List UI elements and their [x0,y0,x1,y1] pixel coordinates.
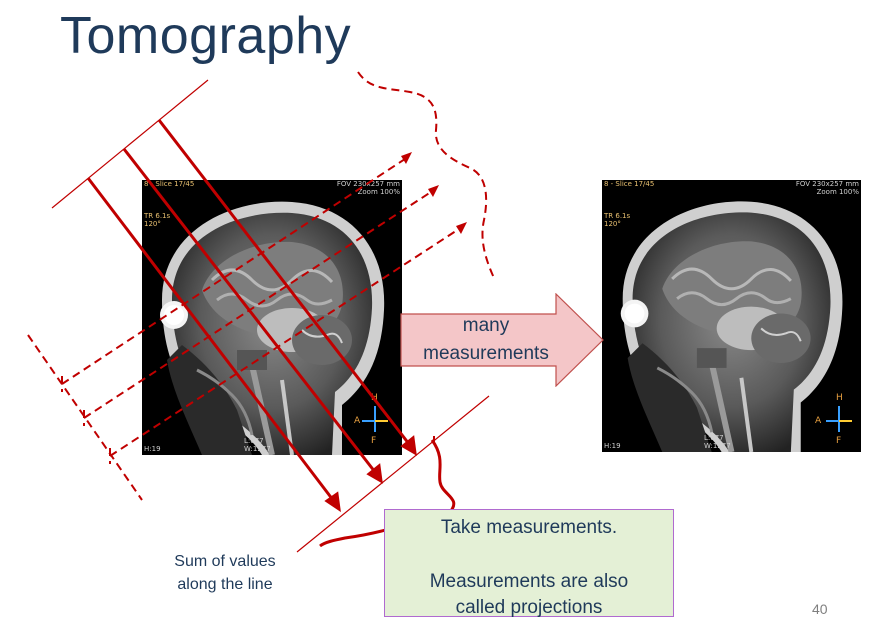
mri-fov-label: FOV 230x257 mm [336,180,400,188]
mri-h-label: H:19 [144,445,161,453]
note-line1: Take measurements. [440,517,618,538]
mri-orient-a: A [815,416,822,426]
mri-window-label: W:1277 [704,442,731,450]
mri-tr-label: TR 6.1s [144,212,171,220]
mri-angle-label: 120° [144,220,161,228]
arrow-label-line2: measurements [423,343,549,364]
dashed-arrowhead [401,152,412,164]
ray-arrowhead [324,491,341,513]
mri-angle-label: 120° [604,220,621,228]
note-box: Take measurements. Measurements are also… [384,509,674,618]
note-line3: called projections [455,597,603,618]
mri-level-label: L:677 [244,437,264,445]
dashed-arrowhead [428,185,439,197]
mri-window-label: W:1277 [244,445,271,453]
mri-tr-label: TR 6.1s [604,212,631,220]
note-body: Measurements are also called projections [385,569,673,621]
dashed-detector-line [27,334,143,501]
orientation-cross-icon [362,406,388,432]
mri-fov-label: FOV 230x257 mm [795,180,859,188]
orientation-cross-icon [826,406,852,432]
caption: Sum of values along the line [150,550,300,596]
mri-zoom-label: Zoom 100% [816,188,859,196]
slide-title: Tomography [60,7,352,65]
caption-line2: along the line [177,576,273,593]
caption-line1: Sum of values [174,553,276,570]
ray-arrowhead [400,435,417,456]
mri-image-left: 8 - Slice 17/45 TR 6.1s 120° FOV 230x257… [142,180,402,455]
mri-zoom-label: Zoom 100% [357,188,400,196]
arrow-label: many measurements [400,312,572,368]
mri-scan-right [620,201,843,452]
ray-arrowhead [366,463,383,484]
page-number: 40 [812,601,828,617]
mri-orient-h: H [371,393,378,403]
mri-level-label: L:677 [704,434,724,442]
dashed-arrowhead [456,222,467,234]
dashed-arrowheads [401,152,467,234]
mri-orient-h: H [836,393,843,403]
mri-image-right: 8 - Slice 17/45 TR 6.1s 120° FOV 230x257… [602,180,861,452]
note-line2: Measurements are also [429,571,629,592]
mri-orient-f: F [836,436,842,446]
arrow-label-line1: many [462,315,510,336]
mri-slice-label: 8 - Slice 17/45 [604,180,655,188]
mri-orient-f: F [371,436,377,446]
mri-h-label: H:19 [604,442,621,450]
mri-slice-label: 8 - Slice 17/45 [144,180,195,188]
